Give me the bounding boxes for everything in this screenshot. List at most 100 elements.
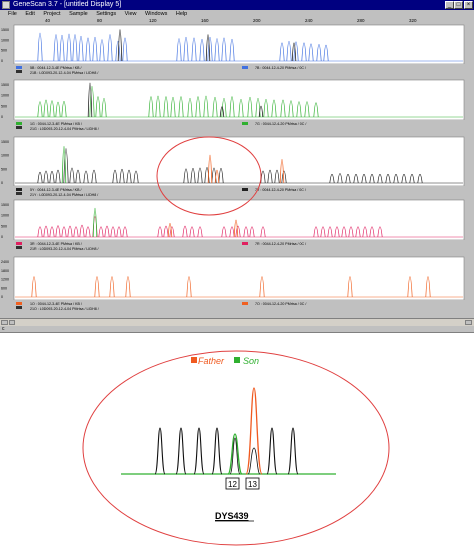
lane-label: 5Y : 0044-12-3-4E PMrtsa / KB / [30,188,81,192]
lane-swatch [16,188,22,191]
lane-swatch [242,188,248,191]
menu-help[interactable]: Help [175,11,188,17]
locus-label: DYS439 [215,511,249,521]
maximize-button[interactable]: □ [454,1,463,9]
menu-windows[interactable]: Windows [145,11,168,17]
menu-edit[interactable]: Edit [25,11,35,17]
status-bar: c [0,326,474,332]
peak [218,168,224,184]
peak [385,174,391,184]
horizontal-scrollbar[interactable] [0,318,474,326]
peak [186,276,192,298]
peak [355,226,361,238]
peak [49,100,55,118]
allele-13-box [245,477,260,490]
son-peak [227,433,243,475]
zoom-ellipse [82,350,390,546]
peak [157,226,163,238]
lane-info-bar [0,300,474,312]
peak [274,169,280,184]
lane-label: 7R : 0044-12-4-20 PMrtsa / 0C / [255,242,306,246]
lane-swatch [16,122,22,125]
peak [337,173,343,184]
peak [170,96,176,118]
ruler-tick-label: 280 [357,18,365,23]
ruler-tick-label: 240 [305,18,313,23]
peak [369,226,375,238]
peak [148,96,154,118]
size-ruler: 40 80 120 160 200 240 280 320 360 [14,18,463,25]
zoom-peak [175,427,187,475]
menu-view[interactable]: View [124,11,137,17]
peak [37,171,43,184]
lane-label: 21Y : L0D093-20-12-4-04 PMrtsa / LIDH8 / [30,193,98,197]
menu-sample[interactable]: Sample [69,11,88,17]
scroll-thumb[interactable] [9,320,15,325]
peak [280,99,286,118]
peak [104,225,110,238]
menu-file[interactable]: File [8,11,17,17]
scroll-left-button[interactable] [1,320,8,325]
minimize-button[interactable]: _ [445,1,454,9]
peak [95,96,101,118]
lane-swatch [242,122,248,125]
lane-swatch [16,242,22,245]
ruler-tick-label: 160 [201,18,209,23]
peak [119,168,125,184]
peak [59,35,65,62]
y-tick-label: 0 [1,115,3,119]
lane-info-bar [0,120,474,132]
y-tick-label: 0 [1,295,3,299]
peak [163,96,169,118]
genescan-window: GeneScan 3.7 - [untitled Display 5] _ □ … [0,0,474,333]
peak [229,226,235,238]
peak [288,100,294,118]
trace-panel [13,136,465,187]
peak [75,169,81,184]
peak [409,174,415,184]
ruler-tick-label: 200 [253,18,261,23]
lane-swatch [242,242,248,245]
peak [49,171,55,184]
peak [361,174,367,184]
peak [229,38,235,62]
zoom-peak [287,427,299,475]
peak [313,226,319,238]
menu-settings[interactable]: Settings [96,11,117,17]
peak [260,226,266,238]
title-bar[interactable]: GeneScan 3.7 - [untitled Display 5] _ □ … [0,0,474,10]
peak [329,174,335,184]
lane-swatch [16,302,22,305]
legend-father-swatch [191,357,197,363]
peak [94,276,100,298]
lane-label: 7O : 0044-12-4-20 PMrtsa / 0C / [255,302,306,306]
y-tick-label: 600 [1,286,7,290]
scroll-right-button[interactable] [465,320,472,325]
peak [197,167,203,184]
peak [243,226,249,238]
lane-swatch [16,306,22,309]
peak [377,226,383,238]
overlay-peak [279,159,285,184]
window-title: GeneScan 3.7 - [untitled Display 5] [13,1,122,8]
peak [316,44,322,62]
legend-son: Son [243,356,259,366]
close-button[interactable]: × [464,1,473,9]
peak [212,96,218,118]
overlay-peak [233,219,239,238]
y-tick-label: 1000 [1,94,9,98]
zoom-peak [154,427,166,475]
peak [187,97,193,118]
lane-label: 7G : 0044-12-4-20 PMrtsa / 0C / [255,122,306,126]
menu-project[interactable]: Project [43,11,61,17]
peak [417,174,423,184]
lane-label: 3R : 0044-12-3-4E PMrtsa / KB / [30,242,82,246]
lane-swatch [242,302,248,305]
peak [334,226,340,238]
y-tick-label: 1000 [1,38,9,42]
zoom-peak [229,437,241,475]
peak [61,101,67,118]
zoom-peak [247,447,261,475]
ruler-tick-label: 80 [97,18,103,23]
peak [31,276,37,298]
